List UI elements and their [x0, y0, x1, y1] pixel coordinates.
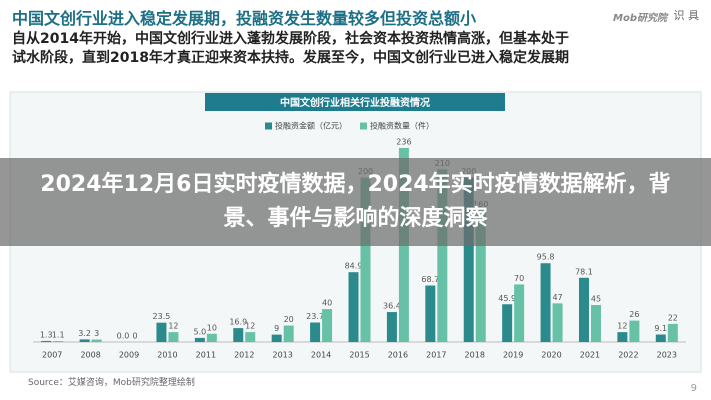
- data-label: 1.3: [40, 330, 53, 339]
- bar: [194, 337, 205, 342]
- x-tick-label: 2010: [157, 351, 177, 360]
- x-tick-label: 2012: [234, 351, 254, 360]
- bar: [41, 340, 52, 342]
- x-tick-label: 2022: [618, 351, 638, 360]
- bar: [425, 285, 436, 342]
- data-label: 10: [207, 323, 217, 332]
- x-tick-label: 2014: [311, 351, 331, 360]
- chart-title: 中国文创行业相关行业投融资情况: [280, 96, 430, 109]
- bar: [348, 272, 359, 342]
- paragraph: 自从2014年开始，中国文创行业进入蓬勃发展阶段，社会资本投资热情高涨，但基本处…: [12, 30, 569, 68]
- logo-extra: 识 具: [673, 9, 700, 22]
- data-label: 12: [617, 322, 627, 331]
- bar: [206, 333, 217, 342]
- bar: [578, 277, 589, 342]
- data-label: 236: [396, 137, 411, 146]
- chart-title-bar: [205, 93, 505, 111]
- x-tick-label: 2017: [426, 351, 446, 360]
- bar: [79, 339, 90, 342]
- legend-label: 投融资金额（亿元）: [275, 121, 347, 131]
- page-title: 中国文创行业进入稳定发展期，投融资发生数量较多但投资总额小: [12, 9, 477, 28]
- data-label: 40: [322, 299, 332, 308]
- x-tick-label: 2016: [388, 351, 408, 360]
- bar: [617, 332, 628, 342]
- paragraph-line: 自从2014年开始，中国文创行业进入蓬勃发展阶段，社会资本投资热情高涨，但基本处…: [12, 31, 569, 47]
- logo: Mob研究院: [613, 13, 667, 24]
- x-tick-label: 2021: [580, 351, 600, 360]
- bar: [590, 305, 601, 342]
- x-tick-label: 2009: [119, 351, 139, 360]
- bar: [322, 309, 333, 342]
- data-label: 23.5: [153, 312, 171, 321]
- data-label: 26: [629, 310, 639, 319]
- x-tick-label: 2007: [42, 351, 62, 360]
- data-label: 45.9: [498, 294, 516, 303]
- x-tick-label: 2019: [503, 351, 523, 360]
- page-number: 9: [690, 383, 697, 394]
- x-tick-label: 2018: [465, 351, 485, 360]
- bar: [540, 263, 551, 342]
- data-label: 45: [591, 295, 601, 304]
- data-label: 12: [168, 322, 178, 331]
- data-label: 9: [274, 324, 279, 333]
- data-label: 70: [514, 274, 524, 283]
- data-label: 3.2: [78, 329, 91, 338]
- overlay-title: 2024年12月6日实时疫情数据，2024年实时疫情数据解析，背景、事件与影响的…: [40, 172, 671, 231]
- bar: [475, 210, 486, 342]
- bar: [463, 177, 474, 342]
- x-tick-label: 2023: [657, 351, 677, 360]
- data-label: 22: [668, 313, 678, 322]
- x-tick-label: 2008: [80, 351, 100, 360]
- data-label: 3: [94, 329, 99, 338]
- bar: [53, 341, 64, 342]
- x-tick-label: 2011: [196, 351, 216, 360]
- legend-swatch: [265, 122, 272, 130]
- bar: [552, 303, 563, 342]
- data-label: 16.9: [229, 318, 247, 327]
- bar: [156, 322, 167, 342]
- bar: [310, 322, 321, 342]
- data-label: 1.1: [52, 331, 65, 340]
- data-label: 84.9: [345, 262, 363, 271]
- x-tick-label: 2015: [349, 351, 369, 360]
- legend-swatch: [360, 122, 367, 130]
- bar: [283, 325, 294, 342]
- bar: [168, 332, 179, 342]
- paragraph-line: 试水阶段，直到2018年才真正迎来资本扶持。发展至今，中国文创行业已进入稳定发展…: [12, 50, 569, 66]
- data-label: 0: [132, 332, 137, 341]
- data-label: 68.7: [421, 275, 439, 284]
- legend-label: 投融资数量（件）: [370, 121, 434, 131]
- bar: [245, 332, 256, 342]
- bar: [514, 284, 525, 342]
- data-label: 5.0: [193, 327, 206, 336]
- bar: [629, 320, 640, 342]
- data-label: 12: [245, 322, 255, 331]
- source: Source：艾媒咨询，Mob研究院整理绘制: [28, 378, 195, 388]
- x-tick-label: 2013: [272, 351, 292, 360]
- x-tick-label: 2020: [541, 351, 561, 360]
- bar: [502, 304, 513, 342]
- data-label: 9.1: [654, 324, 667, 333]
- bar: [386, 312, 397, 342]
- bar: [360, 177, 371, 342]
- data-label: 36.4: [383, 302, 401, 311]
- bar: [233, 328, 244, 342]
- bar: [91, 339, 102, 342]
- data-label: 95.8: [537, 253, 555, 262]
- bar: [667, 323, 678, 342]
- data-label: 78.1: [575, 267, 593, 276]
- data-label: 47: [552, 293, 562, 302]
- bar: [655, 334, 666, 342]
- bar: [437, 169, 448, 342]
- bar: [271, 334, 282, 342]
- data-label: 0.0: [117, 332, 130, 341]
- overlay-banner: 2024年12月6日实时疫情数据，2024年实时疫情数据解析，背景、事件与影响的…: [0, 158, 711, 246]
- data-label: 23.7: [306, 312, 324, 321]
- data-label: 20: [284, 315, 294, 324]
